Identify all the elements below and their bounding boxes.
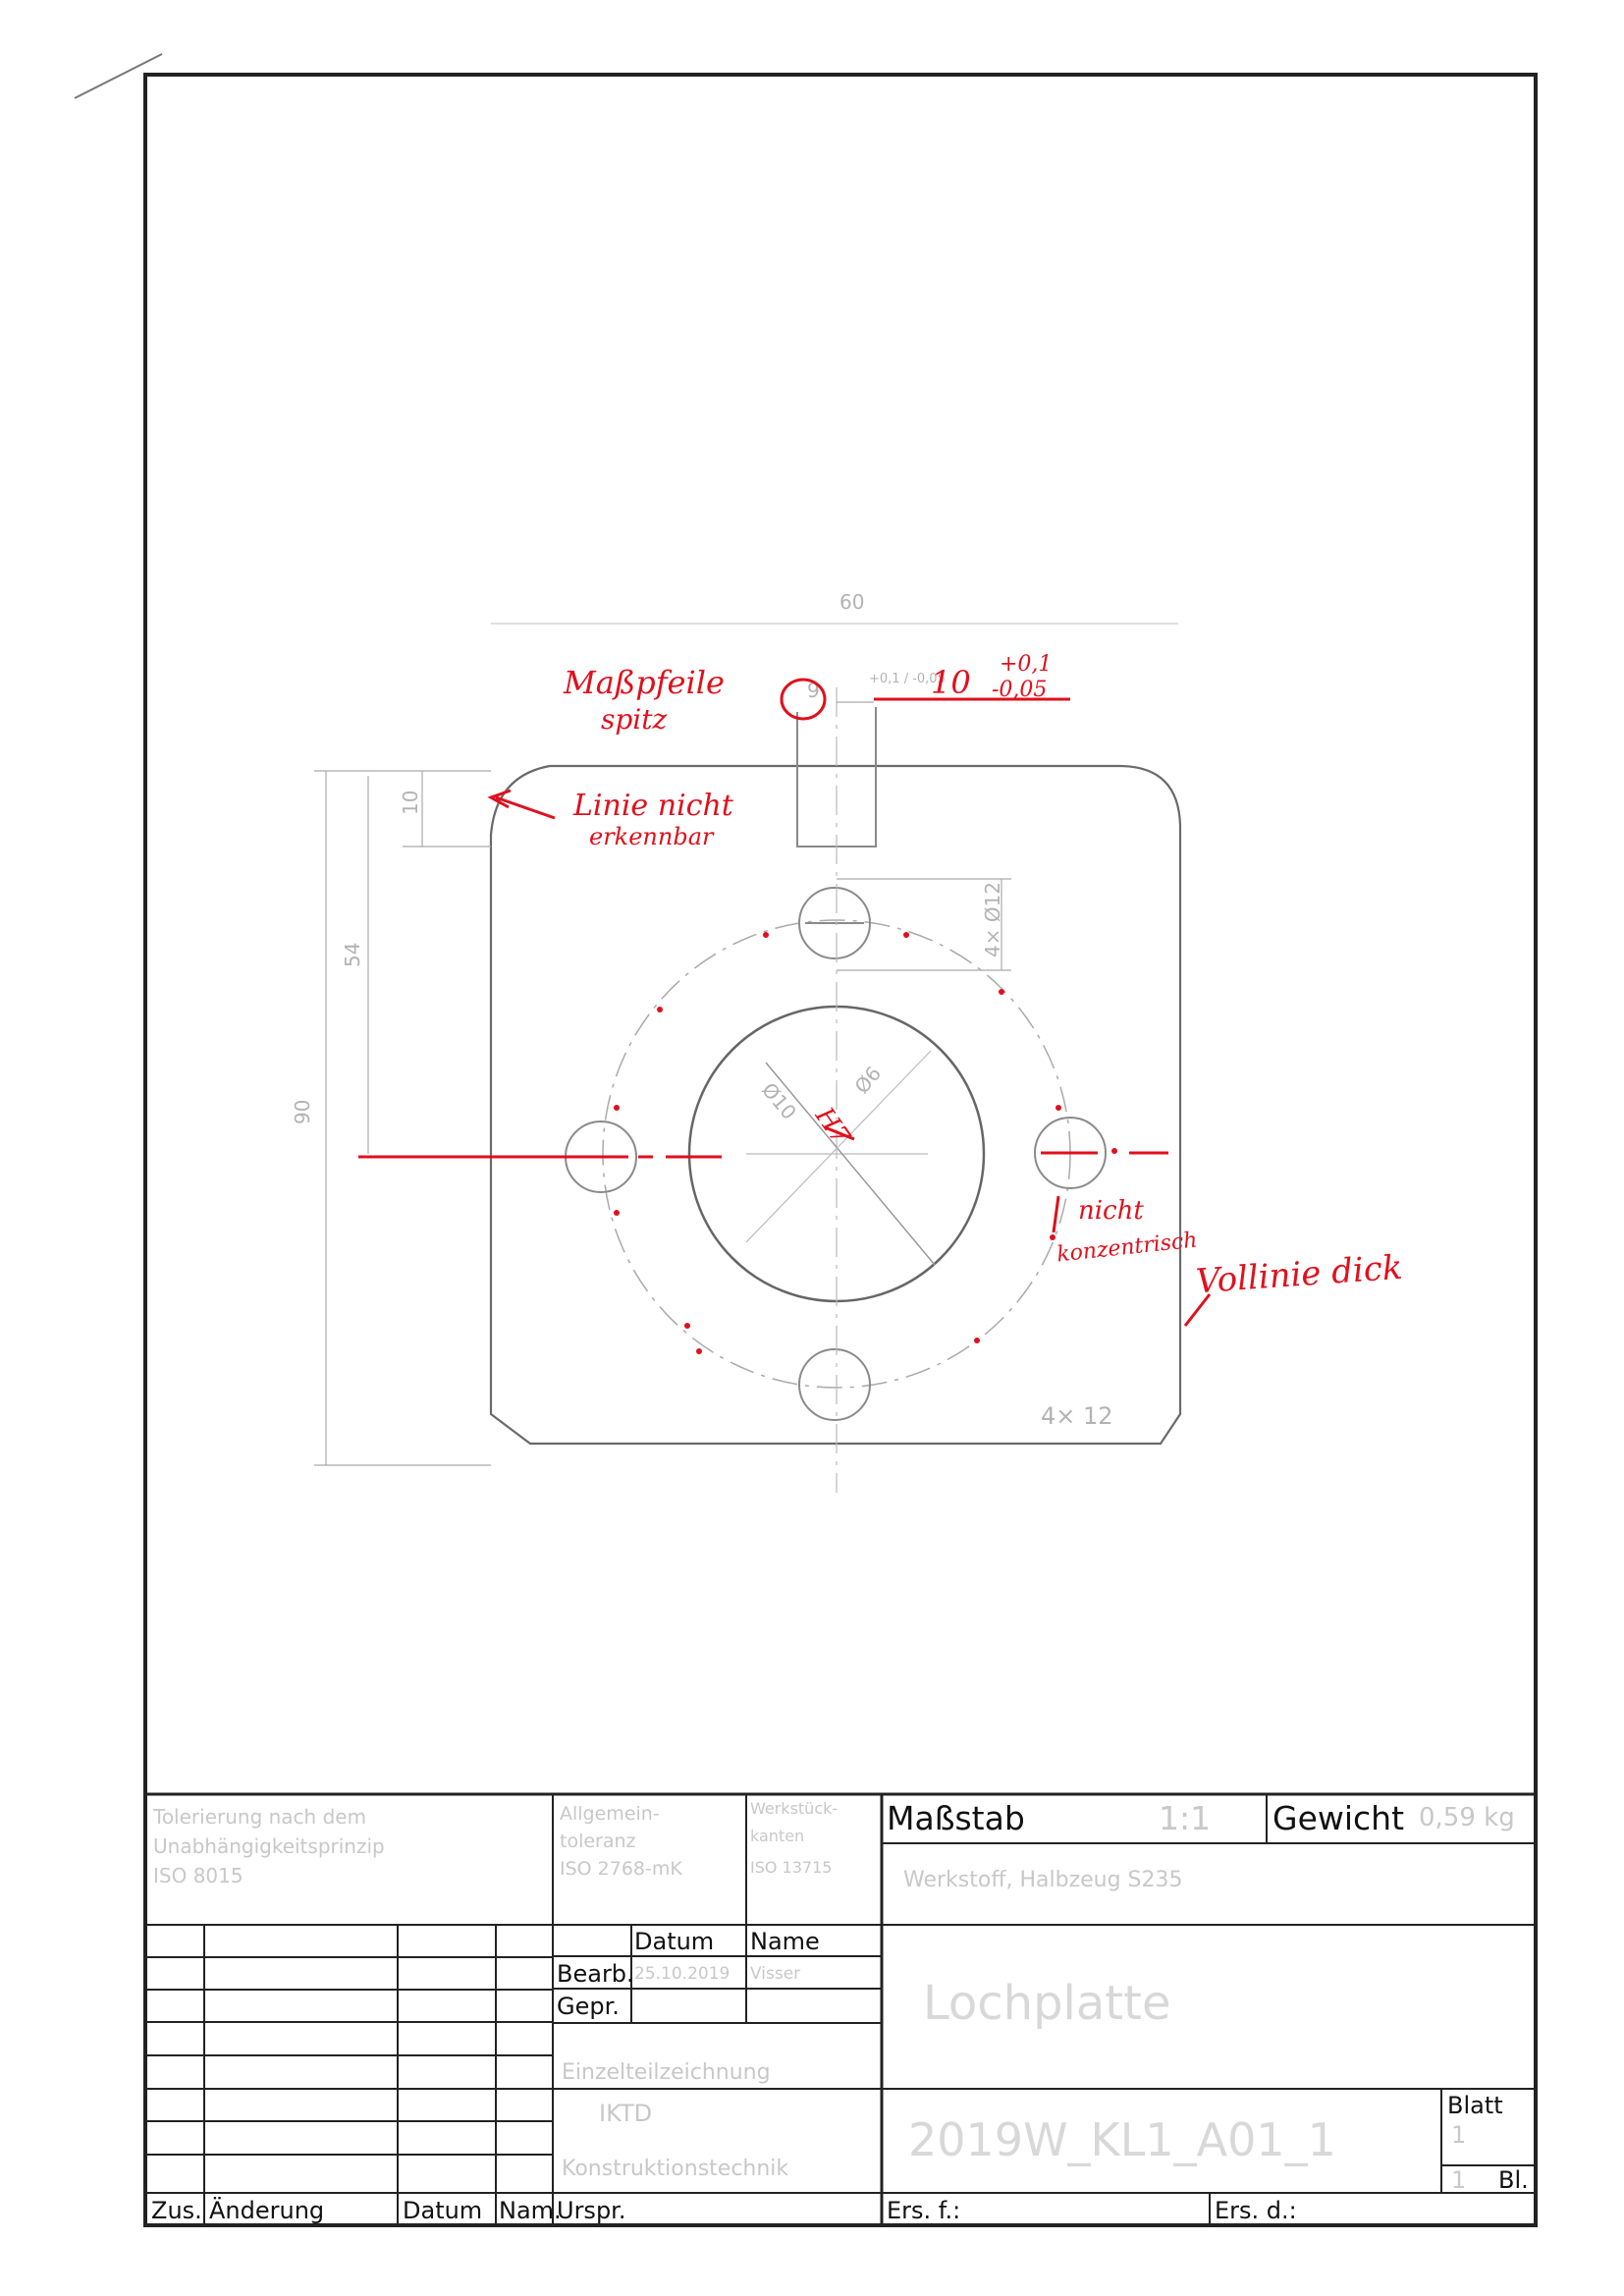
hole-top	[798, 887, 871, 959]
annotation-tolerance-nominal: 10	[931, 664, 971, 701]
rev-name-header: Nam.	[499, 2197, 562, 2224]
drawing-frame	[143, 73, 1538, 2227]
checked-label: Gepr.	[557, 1993, 620, 2020]
red-markup	[358, 678, 1212, 1327]
date-header: Datum	[634, 1928, 715, 1955]
tolerance-note-1: Tolerierung nach dem	[153, 1805, 367, 1829]
drawn-date: 25.10.2019	[634, 1964, 731, 1984]
weight-value: 0,59 kg	[1419, 1803, 1515, 1832]
drawing-number: 2019W_KL1_A01_1	[908, 2113, 1336, 2166]
dim-small: 10	[399, 791, 422, 815]
title-block-grid	[145, 1792, 1536, 2225]
annotation-concentric-1: nicht	[1078, 1196, 1144, 1226]
dim-hole-b: Ø6	[849, 1062, 886, 1098]
annotation-arrowheads-line1: Maßpfeile	[564, 664, 725, 701]
general-tol-1: Allgemein-	[560, 1803, 660, 1825]
dim-hole-a: Ø10	[757, 1078, 801, 1124]
tolerance-note-2: Unabhängigkeitsprinzip	[153, 1834, 385, 1858]
rev-change-header: Änderung	[209, 2197, 325, 2224]
general-tol-2: toleranz	[560, 1831, 636, 1852]
institute: IKTD	[599, 2100, 653, 2127]
replaces-label: Ers. f.:	[887, 2197, 961, 2224]
dim-top: 60	[839, 590, 864, 614]
plate-outline	[489, 764, 1182, 1446]
dim-inner: 54	[341, 943, 364, 967]
annotation-tolerance-lower: -0,05	[992, 678, 1048, 702]
name-header: Name	[750, 1928, 820, 1955]
annotation-line-visibility-1: Linie nicht	[573, 789, 733, 823]
red-circle-mark	[780, 678, 827, 721]
weight-label: Gewicht	[1272, 1799, 1405, 1837]
sheet-label: Blatt	[1447, 2092, 1503, 2119]
surface-3: ISO 13715	[750, 1858, 833, 1877]
drawing-title: Lochplatte	[923, 1976, 1171, 2031]
surface-1: Werkstück-	[750, 1799, 839, 1818]
red-dots	[614, 932, 1117, 1354]
scale-label: Maßstab	[887, 1799, 1025, 1837]
rev-zone-header: Zus.	[151, 2197, 202, 2224]
part-drawing	[314, 623, 1182, 1493]
dim-left: 90	[291, 1100, 314, 1124]
surface-2: kanten	[750, 1827, 805, 1845]
hole-right	[1034, 1117, 1107, 1189]
callout-holes: 4× Ø12	[981, 882, 1004, 957]
drawn-label: Bearb.	[557, 1960, 634, 1988]
sheet-value: 1	[1451, 2121, 1467, 2149]
tolerance-note-3: ISO 8015	[153, 1864, 244, 1887]
scale-value: 1:1	[1159, 1799, 1212, 1837]
drawn-name: Visser	[750, 1964, 801, 1984]
sheets-total: 1	[1451, 2166, 1467, 2194]
origin-label: Urspr.	[557, 2197, 626, 2224]
annotation-tolerance-upper: +0,1	[1000, 652, 1053, 677]
part-type: Einzelteilzeichnung	[562, 2060, 771, 2085]
hole-bottom	[798, 1348, 871, 1421]
corner-note: 4× 12	[1041, 1402, 1113, 1430]
faint-dimensions: 60 90 54 10 9 Ø10 Ø6 4× Ø12 4× 12 +0,1 /…	[291, 590, 1113, 1430]
tol-small: +0,1 / -0,05	[869, 672, 946, 686]
material: Werkstoff, Halbzeug S235	[903, 1868, 1183, 1892]
replaced-by-label: Ers. d.:	[1215, 2197, 1297, 2224]
general-tol-3: ISO 2768-mK	[560, 1858, 682, 1880]
rev-date-header: Datum	[403, 2197, 483, 2224]
department: Konstruktionstechnik	[562, 2157, 789, 2181]
stray-pencil-mark	[74, 53, 163, 99]
annotation-line-visibility-2: erkennbar	[589, 823, 714, 850]
annotation-arrowheads-line2: spitz	[601, 703, 668, 736]
sheets-label: Bl.	[1498, 2166, 1529, 2194]
